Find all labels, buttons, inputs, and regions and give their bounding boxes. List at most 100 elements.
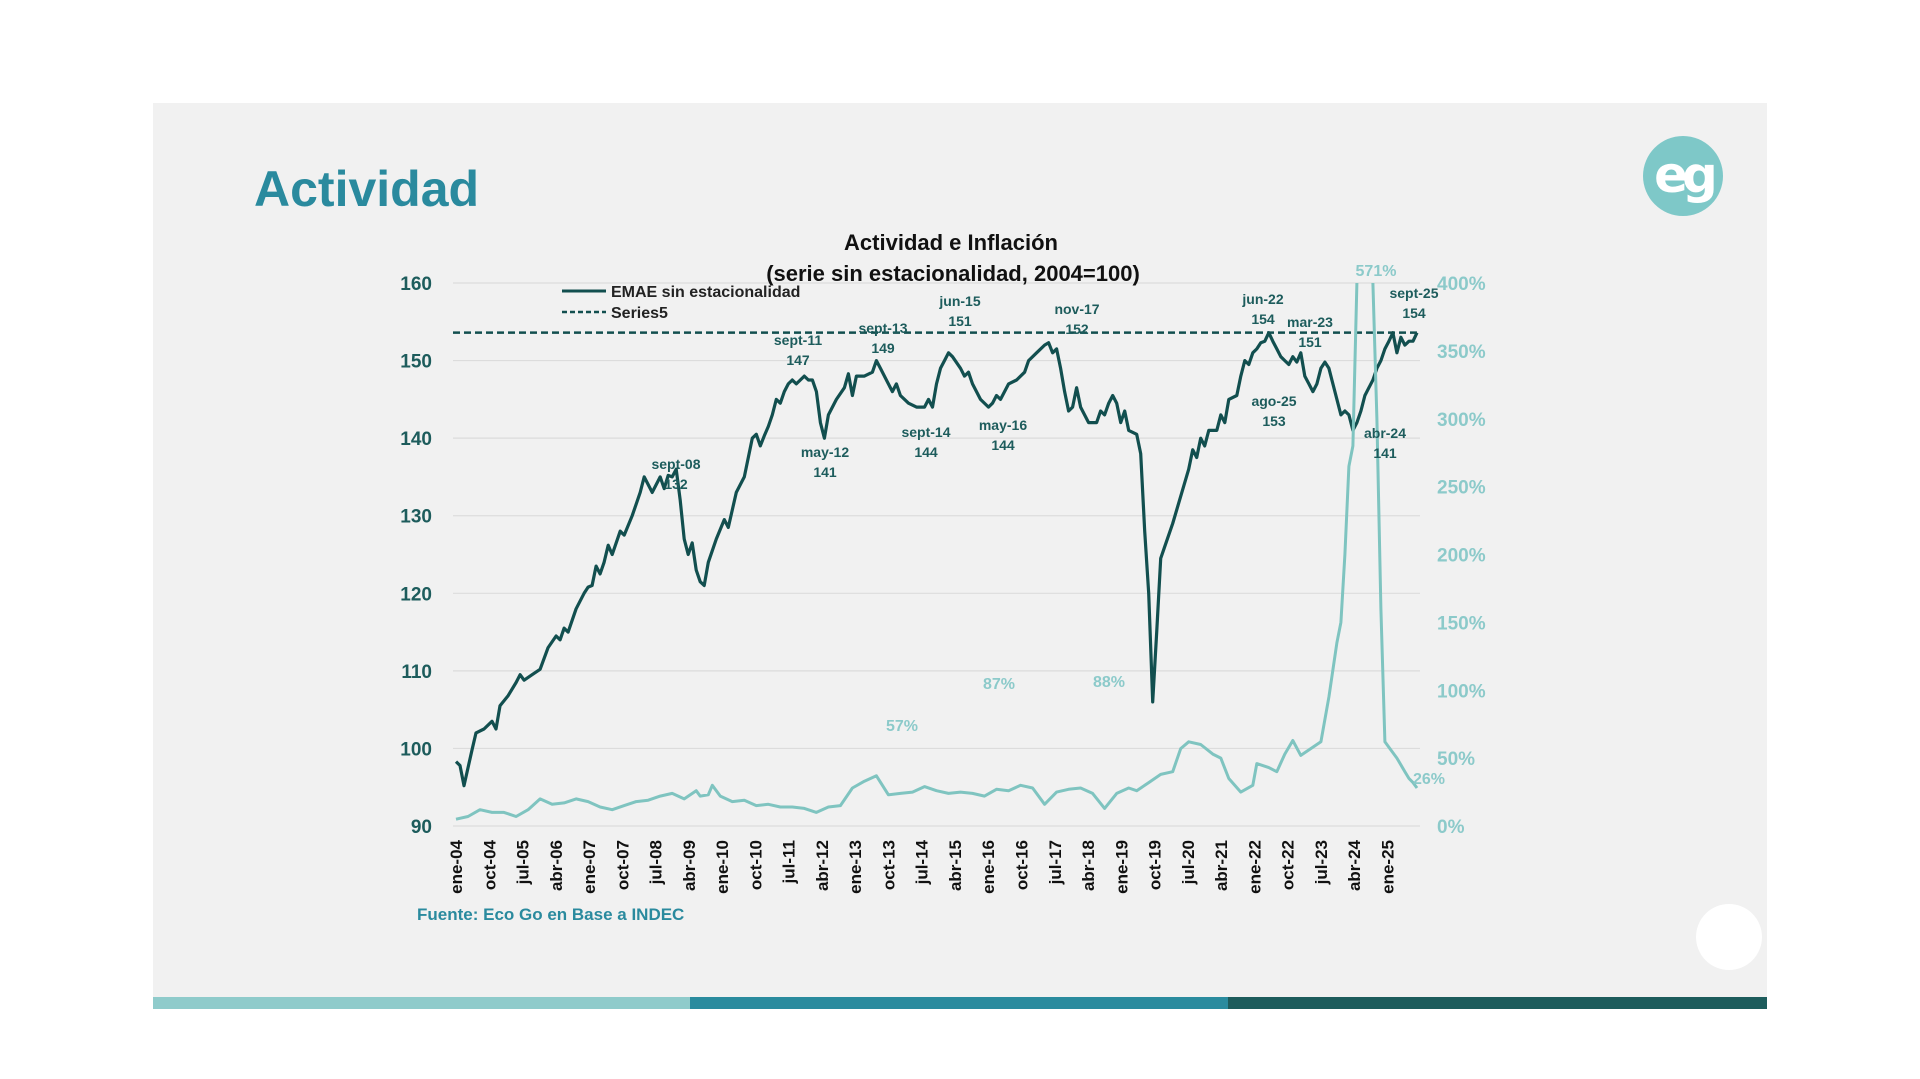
y-right-tick-label: 250%	[1437, 478, 1486, 499]
annotation-value: 151	[1298, 334, 1322, 350]
x-tick-label: ene-04	[447, 839, 466, 893]
y-right-tick-label: 100%	[1437, 681, 1486, 702]
slide-background	[153, 103, 1767, 1009]
y-left-tick-label: 90	[411, 817, 432, 838]
y-left-tick-label: 100	[400, 739, 432, 760]
annotation-label: sept-11	[774, 332, 822, 348]
y-left-tick-label: 150	[400, 352, 432, 373]
x-tick-label: abr-06	[547, 840, 566, 891]
annotation-label: ago-25	[1251, 393, 1296, 409]
x-tick-label: oct-10	[746, 840, 765, 890]
footer-bar-dark	[1228, 997, 1767, 1009]
annotation-value: 154	[1251, 311, 1275, 327]
annotation-value: 132	[664, 476, 688, 492]
annotation-value: 154	[1402, 305, 1426, 321]
x-tick-label: abr-15	[946, 840, 965, 891]
legend: EMAE sin estacionalidad Series5	[562, 284, 800, 322]
x-tick-label: abr-09	[680, 840, 699, 891]
inflation-peak-label: 88%	[1093, 674, 1125, 691]
annotation-value: 149	[871, 340, 895, 356]
annotation-value: 144	[991, 437, 1015, 453]
footer-bar-light	[153, 997, 690, 1009]
y-right-tick-label: 50%	[1437, 749, 1475, 770]
x-tick-label: oct-04	[480, 839, 499, 890]
x-tick-label: jul-17	[1046, 840, 1065, 885]
x-tick-label: ene-22	[1245, 840, 1264, 894]
inflation-peak-label: 87%	[983, 676, 1015, 693]
x-tick-label: ene-13	[846, 840, 865, 894]
inflation-peak-label: 26%	[1413, 771, 1445, 788]
x-tick-label: ene-10	[713, 840, 732, 894]
y-right-tick-label: 300%	[1437, 410, 1486, 431]
x-tick-label: abr-12	[813, 840, 832, 891]
legend-series5-label: Series5	[611, 305, 668, 322]
x-tick-label: ene-16	[979, 840, 998, 894]
footer-bar-mid	[690, 997, 1228, 1009]
annotation-value: 147	[786, 352, 810, 368]
annotation-label: sept-08	[651, 456, 700, 472]
annotation-label: jun-22	[1241, 291, 1283, 307]
x-tick-label: abr-24	[1345, 839, 1364, 891]
y-left-tick-label: 130	[400, 507, 432, 528]
x-tick-label: jul-23	[1312, 840, 1331, 885]
y-right-tick-label: 0%	[1437, 817, 1465, 838]
chart-subtitle: (serie sin estacionalidad, 2004=100)	[766, 261, 1140, 286]
x-tick-label: oct-22	[1279, 840, 1298, 890]
y-right-tick-label: 400%	[1437, 274, 1486, 295]
annotation-value: 151	[948, 313, 972, 329]
circle-decoration	[1696, 904, 1762, 970]
annotation-label: jun-15	[938, 293, 980, 309]
gridlines	[453, 282, 1420, 827]
x-tick-label: oct-19	[1146, 840, 1165, 890]
x-tick-label: oct-07	[613, 840, 632, 890]
series-lines	[453, 283, 1419, 821]
x-tick-label: oct-13	[879, 840, 898, 890]
annotation-label: abr-24	[1364, 425, 1406, 441]
x-tick-label: abr-18	[1079, 840, 1098, 891]
x-tick-label: ene-19	[1112, 840, 1131, 894]
annotations: sept-08 132 sept-11 147 may-12 141 sept-13 149 s…	[651, 263, 1445, 788]
y-right-tick-label: 200%	[1437, 546, 1486, 567]
inflation-peak-label: 571%	[1356, 263, 1397, 280]
y-left-tick-label: 140	[400, 429, 432, 450]
annotation-label: may-16	[979, 417, 1027, 433]
annotation-label: may-12	[801, 444, 849, 460]
annotation-value: 153	[1262, 413, 1286, 429]
chart-title: Actividad e Inflación	[844, 230, 1058, 255]
annotation-label: sept-13	[858, 320, 907, 336]
annotation-value: 144	[914, 444, 938, 460]
y-left-tick-label: 110	[401, 662, 432, 683]
eg-logo-icon: eg	[1643, 136, 1723, 216]
annotation-label: mar-23	[1287, 314, 1333, 330]
y-left-tick-label: 160	[400, 274, 432, 295]
annotation-value: 141	[1373, 445, 1397, 461]
x-tick-label: ene-07	[580, 840, 599, 894]
annotation-label: sept-14	[901, 424, 950, 440]
annotation-label: sept-25	[1389, 285, 1438, 301]
x-tick-label: jul-20	[1179, 840, 1198, 885]
x-axis: ene-04 oct-04 jul-05 abr-06 ene-07 oct-07 jul-…	[447, 839, 1397, 893]
y-left-tick-label: 120	[400, 584, 432, 605]
y-axis-right: 0% 50% 100% 150% 200% 250% 300% 350% 400%	[1437, 274, 1486, 838]
series-line-inflaci-n	[455, 283, 1419, 821]
x-tick-label: jul-08	[647, 840, 666, 885]
annotation-value: 152	[1065, 321, 1089, 337]
page-title: Actividad	[254, 161, 480, 217]
x-tick-label: abr-21	[1212, 840, 1231, 891]
x-tick-label: jul-05	[514, 840, 533, 885]
legend-emae-label: EMAE sin estacionalidad	[611, 284, 800, 301]
x-tick-label: jul-14	[913, 839, 932, 885]
x-tick-label: oct-16	[1012, 840, 1031, 890]
source-note: Fuente: Eco Go en Base a INDEC	[417, 905, 685, 924]
y-right-tick-label: 350%	[1437, 342, 1486, 363]
series-line-emae-sin-estacionalidad	[454, 331, 1419, 788]
inflation-peak-label: 57%	[886, 718, 918, 735]
annotation-value: 141	[813, 464, 837, 480]
x-tick-label: jul-11	[780, 840, 799, 884]
y-axis-left: 90 100 110 120 130 140 150 160	[400, 274, 432, 838]
x-tick-label: ene-25	[1378, 840, 1397, 894]
y-right-tick-label: 150%	[1437, 613, 1486, 634]
annotation-label: nov-17	[1054, 301, 1099, 317]
logo-text: eg	[1654, 146, 1718, 204]
